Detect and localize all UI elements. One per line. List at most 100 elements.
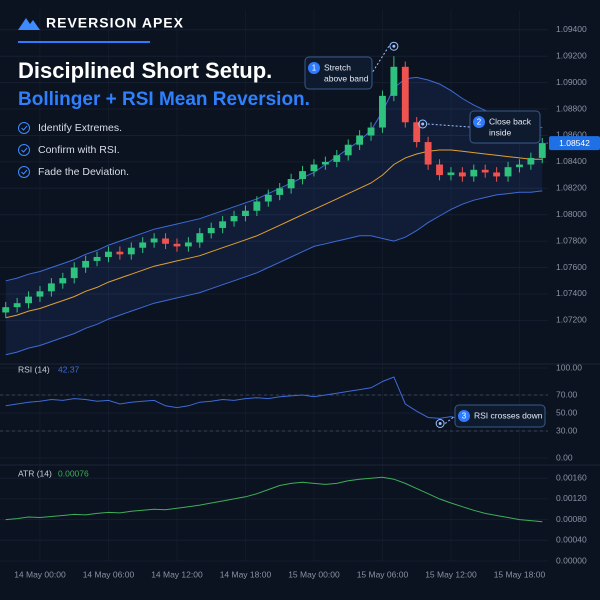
annotation-text: Close back bbox=[489, 116, 532, 126]
y-tick-label: 0.00040 bbox=[556, 535, 587, 545]
annotation-marker bbox=[418, 119, 428, 129]
candle-body bbox=[242, 210, 249, 217]
x-tick-label: 14 May 18:00 bbox=[220, 569, 272, 579]
candle-body bbox=[162, 238, 169, 244]
candle-body bbox=[184, 242, 192, 247]
indicator-line bbox=[5, 376, 543, 421]
candle-body bbox=[25, 296, 32, 304]
annotation-marker bbox=[435, 419, 445, 428]
candle-body bbox=[150, 238, 158, 243]
candle-body bbox=[321, 161, 329, 165]
x-tick-label: 15 May 12:00 bbox=[425, 569, 477, 579]
annotation-box bbox=[304, 56, 373, 90]
candle-body bbox=[436, 164, 443, 176]
check-icon bbox=[18, 122, 30, 134]
candle-body bbox=[504, 167, 512, 177]
annotation-number: 2 bbox=[477, 118, 482, 127]
x-tick-label: 15 May 18:00 bbox=[494, 569, 546, 579]
candle-body bbox=[538, 143, 546, 158]
candle-body bbox=[447, 172, 455, 176]
y-tick-label: 1.09000 bbox=[556, 77, 587, 87]
band-upper bbox=[5, 76, 543, 282]
band-lower bbox=[5, 190, 543, 356]
annotation-box bbox=[469, 110, 541, 144]
check-icon bbox=[18, 166, 30, 178]
y-tick-label: 1.08600 bbox=[556, 130, 587, 140]
candle-body bbox=[527, 157, 535, 165]
y-tick-label: 70.00 bbox=[556, 389, 578, 399]
candle-body bbox=[424, 142, 432, 165]
candle-body bbox=[93, 256, 101, 261]
candle-body bbox=[516, 164, 523, 168]
x-tick-label: 14 May 06:00 bbox=[83, 569, 135, 579]
candle-body bbox=[287, 179, 295, 189]
last-price-tag bbox=[549, 136, 600, 151]
band-middle bbox=[5, 149, 543, 319]
annotation-marker bbox=[389, 41, 399, 51]
candle-body bbox=[310, 164, 318, 172]
candle-body bbox=[196, 233, 204, 243]
candle-body bbox=[413, 122, 421, 143]
brand: REVERSION APEX bbox=[46, 15, 184, 31]
candle-body bbox=[379, 95, 386, 128]
y-tick-label: 1.09400 bbox=[556, 24, 587, 34]
annotation-text: RSI crosses down bbox=[474, 410, 543, 420]
candle-body bbox=[2, 307, 10, 313]
y-tick-label: 1.07800 bbox=[556, 235, 587, 245]
y-tick-label: 0.00 bbox=[556, 452, 573, 462]
candle-body bbox=[401, 66, 409, 123]
annotation-text: Stretch bbox=[324, 62, 351, 72]
subtitle: Bollinger + RSI Mean Reversion. bbox=[18, 89, 310, 110]
candle-body bbox=[333, 155, 341, 162]
y-tick-label: 1.08400 bbox=[556, 156, 587, 166]
candle-body bbox=[230, 216, 238, 222]
x-tick-label: 15 May 06:00 bbox=[357, 569, 409, 579]
y-tick-label: 1.08800 bbox=[556, 103, 587, 113]
y-tick-label: 0.00000 bbox=[556, 555, 587, 565]
candle-body bbox=[13, 303, 21, 308]
check-icon bbox=[21, 169, 28, 175]
indicator-line bbox=[5, 476, 543, 523]
y-tick-label: 1.09200 bbox=[556, 50, 587, 60]
y-tick-label: 1.07200 bbox=[556, 315, 587, 325]
candle-body bbox=[47, 283, 55, 292]
y-tick-label: 30.00 bbox=[556, 425, 578, 435]
candle-body bbox=[173, 243, 181, 247]
y-tick-label: 0.00080 bbox=[556, 514, 587, 524]
indicator-label: ATR (14) bbox=[18, 468, 52, 478]
candle-body bbox=[344, 144, 352, 156]
candle-body bbox=[367, 127, 375, 136]
candle-body bbox=[116, 251, 124, 255]
y-tick-label: 1.07400 bbox=[556, 288, 587, 298]
annotation-box bbox=[454, 404, 546, 428]
y-tick-label: 50.00 bbox=[556, 407, 578, 417]
candle-body bbox=[276, 188, 284, 195]
candle-body bbox=[59, 278, 67, 284]
y-tick-label: 1.08000 bbox=[556, 209, 587, 219]
annotation-marker-dot bbox=[438, 422, 442, 425]
check-item: Identify Extremes. bbox=[38, 122, 122, 134]
plots: 1.09400 1.09200 1.09000 1.08800 1.08600 1.084… bbox=[0, 10, 600, 579]
annotation-marker-dot bbox=[392, 44, 396, 48]
check-icon bbox=[18, 144, 30, 156]
last-price-label: 1.08542 bbox=[559, 138, 590, 148]
y-tick-label: 100.00 bbox=[556, 362, 582, 372]
candle-body bbox=[207, 227, 215, 234]
candle-body bbox=[253, 201, 261, 211]
annotation-leader bbox=[371, 45, 390, 74]
candle-body bbox=[127, 247, 135, 255]
logo bbox=[18, 18, 40, 30]
indicator-label: RSI (14) bbox=[18, 364, 50, 374]
annotation-number: 3 bbox=[462, 412, 467, 421]
title: Disciplined Short Setup. bbox=[18, 58, 272, 83]
check-icon bbox=[21, 147, 28, 153]
check-item: Fade the Deviation. bbox=[38, 166, 129, 178]
candle-body bbox=[139, 242, 147, 248]
annotation-number: 1 bbox=[312, 64, 317, 73]
candle-body bbox=[458, 172, 466, 177]
annotation-badge bbox=[308, 62, 320, 74]
x-tick-label: 14 May 00:00 bbox=[14, 569, 66, 579]
candle-body bbox=[470, 169, 478, 177]
annotation-text: inside bbox=[489, 127, 511, 137]
